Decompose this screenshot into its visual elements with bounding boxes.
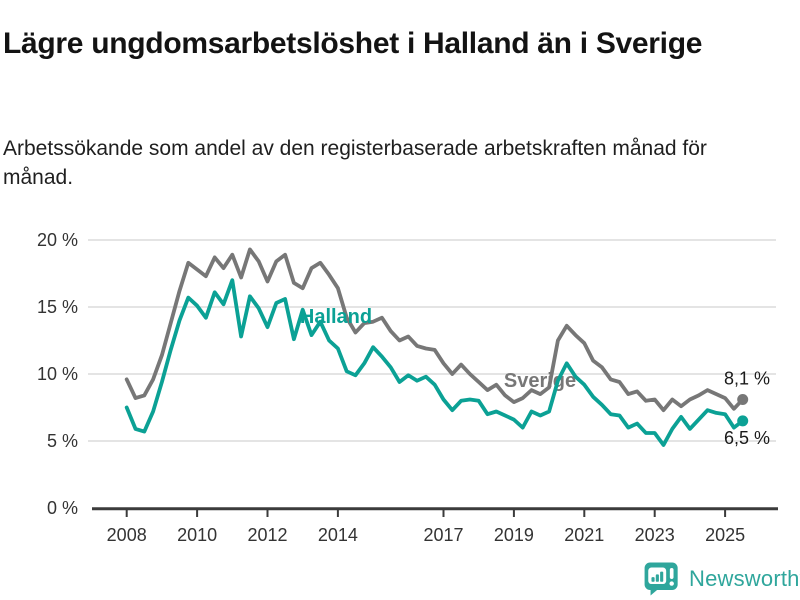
y-axis-tick-label: 20 % <box>37 230 78 250</box>
series-name-label-sverige: Sverige <box>504 370 576 392</box>
series-end-label-halland: 6,5 % <box>724 428 770 448</box>
brand-footer: Newsworthy <box>644 562 800 596</box>
series-line-sverige <box>124 247 745 413</box>
x-axis-tick-label: 2010 <box>177 525 217 545</box>
series-name-label-halland: Halland <box>300 306 372 328</box>
series-end-dot-sverige <box>737 393 749 405</box>
x-axis-tick-label: 2023 <box>635 525 675 545</box>
y-axis-tick-label: 15 % <box>37 297 78 317</box>
brand-name: Newsworthy <box>689 566 800 591</box>
y-axis-tick-label: 5 % <box>47 431 78 451</box>
x-axis-tick-label: 2014 <box>318 525 358 545</box>
x-axis-tick-label: 2019 <box>494 525 534 545</box>
series-end-dot-halland <box>737 415 749 427</box>
x-axis-tick-label: 2025 <box>705 525 745 545</box>
newsworthy-logo-icon <box>644 562 678 596</box>
x-axis-tick-label: 2021 <box>564 525 604 545</box>
page-title: Lägre ungdomsarbetslöshet i Halland än i… <box>3 27 703 61</box>
chart-subtitle: Arbetssökande som andel av den registerb… <box>3 137 707 189</box>
series-end-label-sverige: 8,1 % <box>724 368 770 388</box>
series-line-halland <box>124 278 745 447</box>
x-axis-tick-label: 2017 <box>423 525 463 545</box>
x-axis-tick-label: 2008 <box>107 525 147 545</box>
y-axis-tick-label: 0 % <box>47 498 78 518</box>
x-axis-tick-label: 2012 <box>247 525 287 545</box>
y-axis-tick-label: 10 % <box>37 364 78 384</box>
